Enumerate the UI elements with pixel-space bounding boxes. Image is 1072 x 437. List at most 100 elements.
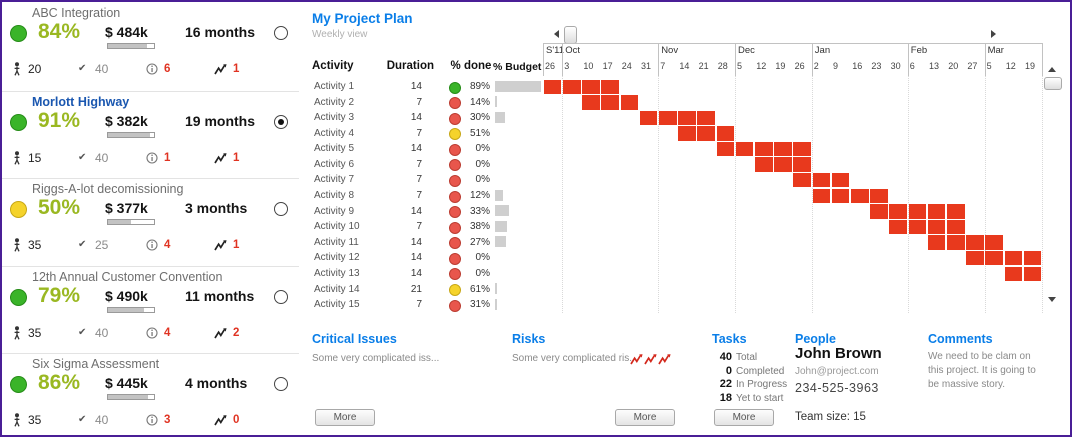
activity-duration: 14 bbox=[410, 205, 422, 217]
gantt-bar-cell[interactable] bbox=[927, 204, 946, 219]
gantt-bar-cell[interactable] bbox=[831, 188, 850, 204]
gantt-bar-cell[interactable] bbox=[985, 250, 1003, 266]
activity-status-dot bbox=[449, 284, 461, 297]
check-icon: ✔ bbox=[78, 239, 87, 251]
gantt-bar-cell[interactable] bbox=[582, 95, 600, 110]
risks-title: Risks bbox=[512, 332, 546, 346]
done-count: 40 bbox=[95, 62, 109, 76]
gantt-bar-cell[interactable] bbox=[793, 173, 811, 188]
duration-months: 4 months bbox=[185, 375, 248, 392]
gantt-bar-cell[interactable] bbox=[947, 235, 965, 250]
status-dot bbox=[10, 288, 27, 306]
h-scrollbar-thumb[interactable] bbox=[564, 26, 577, 44]
gantt-bar-cell[interactable] bbox=[812, 188, 831, 204]
activity-done-pct: 0% bbox=[475, 174, 490, 186]
status-dot bbox=[10, 113, 27, 131]
gantt-bar-cell[interactable] bbox=[851, 188, 869, 204]
percent-complete: 79% bbox=[38, 283, 81, 307]
month-label: Oct bbox=[565, 45, 580, 56]
issue-count: 1 bbox=[164, 151, 171, 164]
v-scrollbar-thumb[interactable] bbox=[1044, 77, 1062, 90]
activity-done-pct: 31% bbox=[469, 299, 490, 311]
activity-name: Activity 10 bbox=[314, 221, 360, 233]
gantt-bar-cell[interactable] bbox=[889, 219, 907, 235]
gantt-bar-cell[interactable] bbox=[678, 126, 696, 141]
project-radio[interactable] bbox=[274, 114, 288, 129]
gantt-bar-cell[interactable] bbox=[543, 79, 562, 94]
activity-done-pct: 0% bbox=[475, 143, 490, 155]
month-label: Nov bbox=[661, 45, 679, 56]
gantt-bar-cell[interactable] bbox=[812, 173, 831, 188]
gantt-bar-cell[interactable] bbox=[620, 95, 639, 110]
gantt-bar-cell[interactable] bbox=[947, 219, 965, 235]
gantt-bar-cell[interactable] bbox=[985, 235, 1003, 250]
gantt-bar-cell[interactable] bbox=[1004, 266, 1023, 281]
week-label: 5 bbox=[986, 61, 992, 71]
risks-more-button[interactable]: More bbox=[615, 409, 675, 426]
gantt-bar-cell[interactable] bbox=[870, 188, 888, 204]
week-label: 12 bbox=[756, 61, 767, 71]
gantt-bar-cell[interactable] bbox=[716, 126, 735, 141]
project-card[interactable]: Six Sigma Assessment 86% $ 445k 4 months ✔ 35… bbox=[2, 353, 299, 435]
project-radio[interactable] bbox=[274, 202, 288, 217]
tasks-more-button[interactable]: More bbox=[714, 409, 774, 426]
scroll-up-icon[interactable] bbox=[1048, 67, 1056, 72]
person-icon bbox=[12, 150, 26, 165]
project-radio[interactable] bbox=[274, 377, 288, 392]
gantt-bar-cell[interactable] bbox=[966, 235, 984, 250]
project-radio[interactable] bbox=[274, 289, 288, 304]
gantt-bar-cell[interactable] bbox=[755, 157, 773, 172]
project-card[interactable]: 12th Annual Customer Convention 79% $ 490k… bbox=[2, 265, 299, 354]
gantt-bar-cell[interactable] bbox=[774, 157, 792, 172]
activity-status-dot bbox=[449, 128, 461, 141]
gantt-bar-cell[interactable] bbox=[601, 95, 619, 110]
scroll-right-icon[interactable] bbox=[991, 30, 996, 38]
gantt-bar-cell[interactable] bbox=[927, 235, 946, 250]
gantt-bar-cell[interactable] bbox=[908, 204, 927, 219]
task-count: 40 bbox=[719, 351, 732, 363]
critical-issues-more-button[interactable]: More bbox=[315, 409, 375, 426]
gantt-bar-cell[interactable] bbox=[697, 110, 715, 126]
task-summary-row: 18 Yet to start bbox=[710, 392, 820, 405]
gantt-bar-cell[interactable] bbox=[678, 110, 696, 126]
gantt-bar-cell[interactable] bbox=[1023, 250, 1042, 266]
gantt-bar-cell[interactable] bbox=[755, 141, 773, 157]
gantt-bar-cell[interactable] bbox=[793, 141, 811, 157]
project-radio[interactable] bbox=[274, 26, 288, 40]
gantt-bar-cell[interactable] bbox=[793, 157, 811, 172]
project-panel: ABC Integration 84% $ 484k 16 months ✔ 20 40 6 1… bbox=[2, 2, 299, 435]
gantt-bar-cell[interactable] bbox=[889, 204, 907, 219]
budget-progressbar bbox=[107, 43, 155, 49]
gantt-bar-cell[interactable] bbox=[697, 126, 715, 141]
scroll-down-icon[interactable] bbox=[1048, 297, 1056, 302]
project-card[interactable]: Riggs-A-lot decomissioning 50% $ 377k 3 mon… bbox=[2, 178, 299, 266]
task-label: Completed bbox=[736, 365, 785, 377]
project-card[interactable]: Morlott Highway 91% $ 382k 19 months ✔ 15 40 1 1 bbox=[2, 90, 299, 179]
project-card[interactable]: ABC Integration 84% $ 484k 16 months ✔ 20 40 6 1 bbox=[2, 3, 299, 90]
gantt-bar-cell[interactable] bbox=[1004, 250, 1023, 266]
gantt-bar-cell[interactable] bbox=[927, 219, 946, 235]
gantt-bar-cell[interactable] bbox=[716, 141, 735, 157]
gantt-bar-cell[interactable] bbox=[1023, 266, 1042, 281]
activity-duration: 14 bbox=[410, 267, 422, 279]
gantt-bar-cell[interactable] bbox=[966, 250, 984, 266]
gantt-bar-cell[interactable] bbox=[601, 79, 619, 94]
gantt-bar-cell[interactable] bbox=[831, 173, 850, 188]
scroll-left-icon[interactable] bbox=[554, 30, 559, 38]
gantt-bar-cell[interactable] bbox=[908, 219, 927, 235]
week-label: 23 bbox=[871, 61, 882, 71]
activity-status-dot bbox=[449, 299, 461, 312]
month-separator bbox=[543, 43, 544, 76]
person-email[interactable]: John@project.com bbox=[795, 366, 879, 377]
month-separator bbox=[811, 43, 813, 76]
gantt-bar-cell[interactable] bbox=[639, 110, 658, 126]
gantt-bar-cell[interactable] bbox=[563, 79, 581, 94]
gantt-bar-cell[interactable] bbox=[774, 141, 792, 157]
gantt-bar-cell[interactable] bbox=[582, 79, 600, 94]
gantt-bar-cell[interactable] bbox=[735, 141, 754, 157]
gantt-bar-cell[interactable] bbox=[947, 204, 965, 219]
gantt-bar-cell[interactable] bbox=[870, 204, 888, 219]
timeline-right-border bbox=[1042, 43, 1044, 76]
gantt-bar-cell[interactable] bbox=[659, 110, 677, 126]
week-label: 26 bbox=[545, 61, 556, 71]
